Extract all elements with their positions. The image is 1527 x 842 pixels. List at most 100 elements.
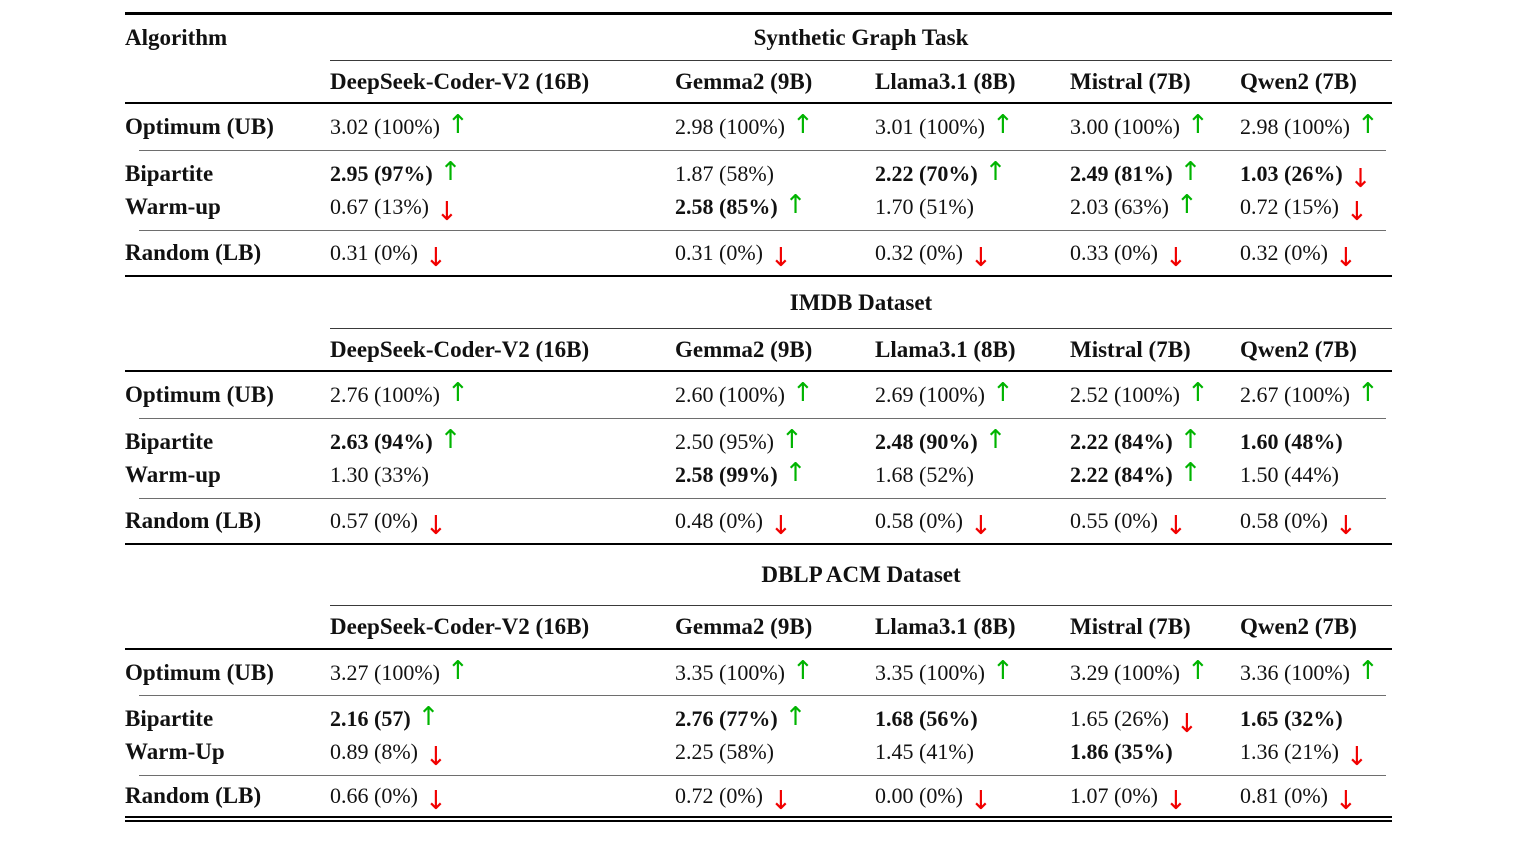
value-cell: 1.03 (26%) ↓ 0.72 (15%) ↓ [1240, 151, 1392, 230]
model-header-label: Qwen2 (7B) [1240, 336, 1357, 362]
down-arrow-icon: ↓ [769, 511, 792, 541]
value-text: 1.68 (52%) [875, 462, 974, 487]
bipartite-warmup-row: Bipartite Warm-up 2.63 (94%) ↑ 1.30 (33%) 2… [125, 419, 1392, 498]
row-label-cell: Random (LB) [125, 231, 330, 275]
value-text: 1.87 (58%) [675, 161, 774, 186]
model-header-label: Mistral (7B) [1070, 614, 1191, 639]
value-text: 0.81 (0%) [1240, 783, 1328, 808]
value-cell: 0.33 (0%) ↓ [1070, 231, 1240, 275]
section-dblp-acm-dataset: DBLP ACM Dataset DeepSeek-Coder-V2 (16B)… [125, 545, 1392, 822]
down-arrow-icon: ↓ [1334, 511, 1357, 541]
value-text: 1.70 (51%) [875, 194, 974, 219]
value-text: 0.48 (0%) [675, 508, 763, 533]
value-cell: 2.22 (84%) ↑ 2.22 (84%) ↑ [1070, 419, 1240, 498]
up-arrow-icon: ↑ [1179, 157, 1202, 187]
section-title-row: DBLP ACM Dataset [125, 545, 1392, 606]
value-text: 0.66 (0%) [330, 783, 418, 808]
down-arrow-icon: ↓ [424, 786, 447, 816]
spacer-cell [125, 329, 330, 370]
value-line: 0.48 (0%) ↓ [675, 508, 792, 539]
section-title-cell: DBLP ACM Dataset [330, 545, 1392, 606]
value-cell: 0.72 (0%) ↓ [675, 776, 875, 816]
value-text: 0.31 (0%) [330, 240, 418, 265]
value-line: 2.25 (58%) [675, 736, 875, 769]
up-arrow-icon: ↑ [446, 655, 469, 686]
value-line: 2.76 (77%) ↑ [675, 703, 875, 736]
value-cell: 2.50 (95%) ↑ 2.58 (99%) ↑ [675, 419, 875, 498]
down-arrow-icon: ↓ [769, 786, 792, 816]
down-arrow-icon: ↓ [969, 243, 992, 273]
model-header-1: DeepSeek-Coder-V2 (16B) [330, 329, 675, 370]
value-text: 2.22 (70%) [875, 161, 978, 186]
model-header-2: Gemma2 (9B) [675, 606, 875, 648]
up-arrow-icon: ↑ [1356, 110, 1379, 140]
down-arrow-icon: ↓ [769, 243, 792, 273]
up-arrow-icon: ↑ [991, 378, 1014, 408]
up-arrow-icon: ↑ [1179, 458, 1202, 488]
row-label-line1: Bipartite [125, 161, 214, 186]
value-text: 0.33 (0%) [1070, 240, 1158, 265]
section-title-row: Algorithm Synthetic Graph Task [125, 15, 1392, 61]
value-text: 2.76 (77%) [675, 706, 778, 731]
value-cell: 2.16 (57) ↑ 0.89 (8%) ↓ [330, 696, 675, 775]
model-header-label: Llama3.1 (8B) [875, 336, 1016, 362]
up-arrow-icon: ↑ [984, 425, 1007, 455]
optimum-row: Optimum (UB) 2.76 (100%) ↑ 2.60 (100%) ↑ 2.6… [125, 372, 1392, 418]
value-cell: 2.98 (100%) ↑ [1240, 104, 1392, 150]
value-text: 2.03 (63%) [1070, 194, 1169, 219]
value-cell: 1.60 (48%) 1.50 (44%) [1240, 419, 1392, 498]
model-header-3: Llama3.1 (8B) [875, 61, 1070, 102]
down-arrow-icon: ↓ [1345, 742, 1368, 772]
value-line: 1.86 (35%) [1070, 736, 1240, 769]
value-cell: 0.00 (0%) ↓ [875, 776, 1070, 816]
value-text: 2.69 (100%) [875, 382, 985, 407]
model-header-label: Qwen2 (7B) [1240, 614, 1357, 639]
value-text: 1.50 (44%) [1240, 462, 1339, 487]
row-label-line2: Warm-Up [125, 739, 225, 764]
value-text: 2.22 (84%) [1070, 429, 1173, 454]
value-cell: 3.00 (100%) ↑ [1070, 104, 1240, 150]
divider-rule [139, 150, 1386, 151]
up-arrow-icon: ↑ [446, 378, 469, 408]
value-text: 2.48 (90%) [875, 429, 978, 454]
value-text: 2.95 (97%) [330, 161, 433, 186]
value-cell: 0.31 (0%) ↓ [330, 231, 675, 275]
row-label-cell: Bipartite Warm-Up [125, 696, 330, 775]
value-text: 2.50 (95%) [675, 429, 774, 454]
value-text: 1.45 (41%) [875, 739, 974, 764]
up-arrow-icon: ↑ [784, 458, 807, 488]
model-header-3: Llama3.1 (8B) [875, 606, 1070, 648]
row-label-line1: Bipartite [125, 429, 214, 454]
value-line: 0.32 (0%) ↓ [875, 240, 992, 271]
value-line: 0.31 (0%) ↓ [675, 240, 792, 271]
value-text: 1.68 (56%) [875, 706, 978, 731]
up-arrow-icon: ↑ [984, 157, 1007, 187]
value-cell: 1.87 (58%) 2.58 (85%) ↑ [675, 151, 875, 230]
value-line: 2.22 (84%) ↑ [1070, 426, 1240, 459]
model-header-row: DeepSeek-Coder-V2 (16B) Gemma2 (9B) Llama3… [125, 329, 1392, 372]
value-line: 2.52 (100%) ↑ [1070, 380, 1209, 408]
value-cell: 0.58 (0%) ↓ [875, 499, 1070, 543]
model-header-label: Llama3.1 (8B) [875, 68, 1016, 94]
value-line: 0.89 (8%) ↓ [330, 736, 675, 770]
section-title: DBLP ACM Dataset [761, 562, 961, 587]
value-text: 1.65 (32%) [1240, 706, 1343, 731]
value-line: 1.70 (51%) [875, 191, 1070, 224]
section-title-cell: Synthetic Graph Task [330, 15, 1392, 61]
value-line: 1.03 (26%) ↓ [1240, 158, 1392, 192]
value-text: 2.16 (57) [330, 706, 411, 731]
model-header-1: DeepSeek-Coder-V2 (16B) [330, 606, 675, 648]
value-line: 2.60 (100%) ↑ [675, 380, 814, 408]
value-text: 2.67 (100%) [1240, 382, 1350, 407]
value-cell: 1.07 (0%) ↓ [1070, 776, 1240, 816]
value-line: 0.66 (0%) ↓ [330, 783, 447, 814]
down-arrow-icon: ↓ [1164, 511, 1187, 541]
value-text: 0.58 (0%) [875, 508, 963, 533]
up-arrow-icon: ↑ [417, 702, 440, 732]
up-arrow-icon: ↑ [1186, 110, 1209, 140]
value-text: 3.35 (100%) [875, 659, 985, 685]
value-cell: 2.60 (100%) ↑ [675, 372, 875, 418]
value-text: 1.60 (48%) [1240, 429, 1343, 454]
value-cell: 3.27 (100%) ↑ [330, 650, 675, 695]
value-text: 1.86 (35%) [1070, 739, 1173, 764]
